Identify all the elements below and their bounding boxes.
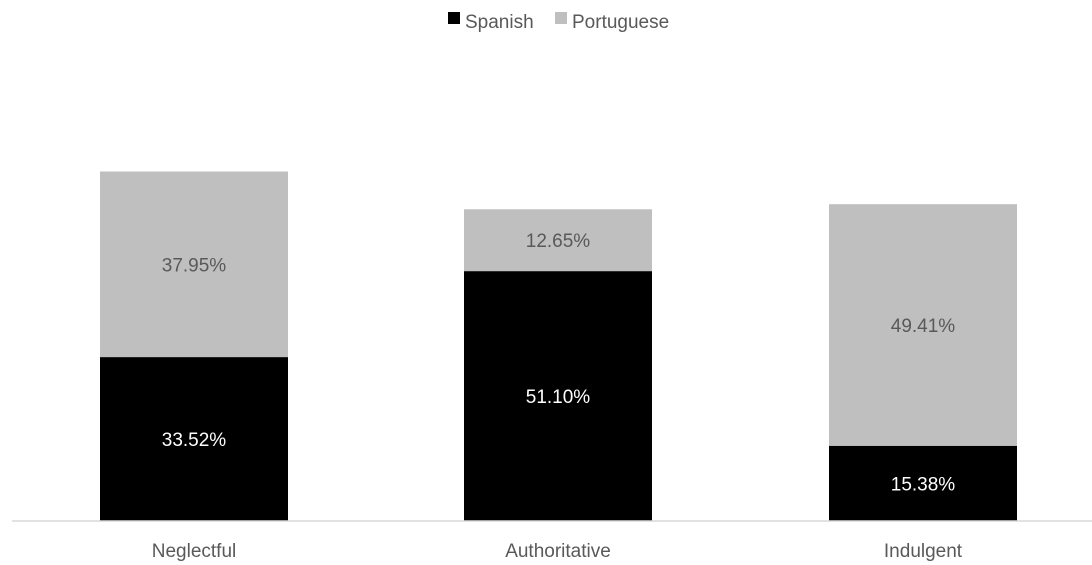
data-label-authoritative-spanish: 51.10% xyxy=(526,387,591,408)
bar-indulgent-spanish xyxy=(829,445,1017,521)
legend: Spanish Portuguese xyxy=(448,12,669,33)
category-label-authoritative: Authoritative xyxy=(505,541,611,562)
data-label-neglectful-spanish: 33.52% xyxy=(162,430,227,451)
bars-group xyxy=(100,171,1017,521)
legend-swatch-portuguese xyxy=(555,12,567,24)
data-labels-group: 33.52% 37.95% 51.10% 12.65% 15.38% 49.41% xyxy=(162,231,956,495)
data-label-neglectful-portuguese: 37.95% xyxy=(162,255,227,276)
bar-authoritative-spanish xyxy=(464,271,652,521)
legend-label-portuguese: Portuguese xyxy=(572,12,669,33)
bar-neglectful-portuguese xyxy=(100,171,288,358)
category-labels-group: Neglectful Authoritative Indulgent xyxy=(152,541,963,562)
bar-authoritative-portuguese xyxy=(464,209,652,272)
category-label-indulgent: Indulgent xyxy=(884,541,963,562)
legend-label-spanish: Spanish xyxy=(465,12,534,33)
data-label-indulgent-spanish: 15.38% xyxy=(891,474,956,495)
category-label-neglectful: Neglectful xyxy=(152,541,237,562)
data-label-indulgent-portuguese: 49.41% xyxy=(891,316,956,337)
data-label-authoritative-portuguese: 12.65% xyxy=(526,231,591,252)
bar-indulgent-portuguese xyxy=(829,204,1017,446)
legend-swatch-spanish xyxy=(448,12,460,24)
bar-neglectful-spanish xyxy=(100,357,288,521)
